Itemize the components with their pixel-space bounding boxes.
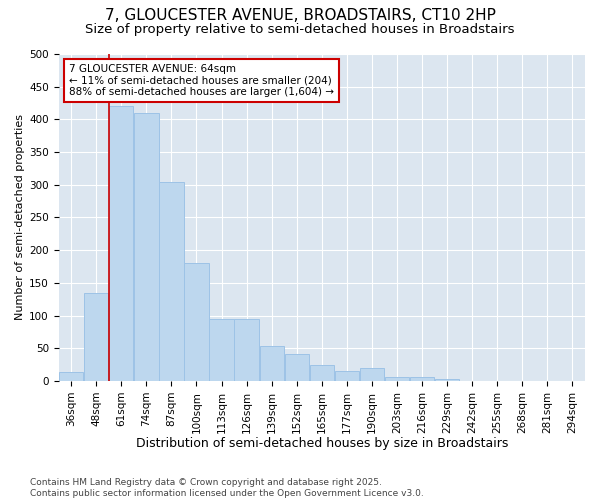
Text: Size of property relative to semi-detached houses in Broadstairs: Size of property relative to semi-detach… — [85, 22, 515, 36]
Bar — [109, 106, 133, 381]
Bar — [385, 377, 409, 381]
Bar — [59, 372, 83, 381]
Bar — [360, 368, 384, 381]
Bar — [84, 292, 109, 381]
Bar — [134, 113, 158, 381]
Bar — [284, 354, 309, 381]
Bar — [435, 379, 459, 381]
Bar — [335, 371, 359, 381]
Bar — [310, 364, 334, 381]
Bar — [159, 182, 184, 381]
Y-axis label: Number of semi-detached properties: Number of semi-detached properties — [15, 114, 25, 320]
Bar — [410, 377, 434, 381]
Text: 7, GLOUCESTER AVENUE, BROADSTAIRS, CT10 2HP: 7, GLOUCESTER AVENUE, BROADSTAIRS, CT10 … — [104, 8, 496, 22]
Text: 7 GLOUCESTER AVENUE: 64sqm
← 11% of semi-detached houses are smaller (204)
88% o: 7 GLOUCESTER AVENUE: 64sqm ← 11% of semi… — [69, 64, 334, 97]
Bar — [235, 319, 259, 381]
Bar — [209, 319, 234, 381]
Bar — [260, 346, 284, 381]
Text: Contains HM Land Registry data © Crown copyright and database right 2025.
Contai: Contains HM Land Registry data © Crown c… — [30, 478, 424, 498]
Bar — [184, 264, 209, 381]
X-axis label: Distribution of semi-detached houses by size in Broadstairs: Distribution of semi-detached houses by … — [136, 437, 508, 450]
